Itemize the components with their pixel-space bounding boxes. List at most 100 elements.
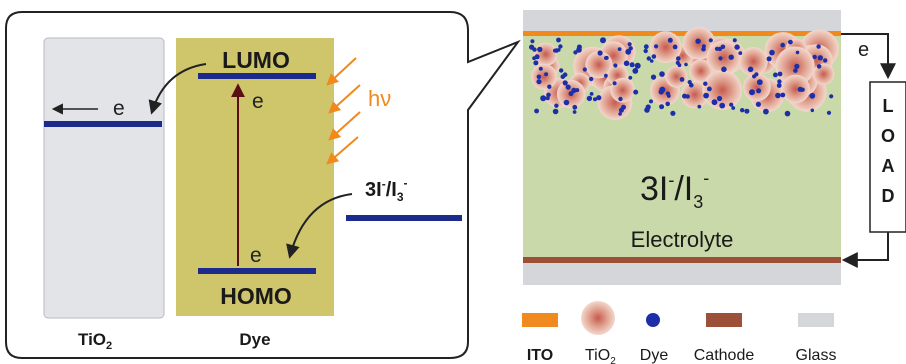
tio2-particle bbox=[743, 73, 771, 102]
dye-molecule bbox=[747, 66, 754, 73]
dye-molecule bbox=[553, 48, 557, 53]
dye-molecule bbox=[618, 112, 622, 116]
dye-molecule bbox=[600, 37, 606, 44]
dye-molecule bbox=[817, 55, 823, 61]
tio2-particle bbox=[781, 74, 810, 104]
tio2-particle bbox=[530, 63, 557, 90]
legend-tio2-swatch bbox=[581, 301, 615, 335]
dye-molecule bbox=[597, 50, 603, 56]
dye-molecule bbox=[755, 101, 762, 107]
dye-molecule bbox=[687, 80, 692, 85]
tio2-particle bbox=[689, 59, 713, 83]
dye-molecule bbox=[613, 63, 618, 68]
dye-molecule bbox=[665, 91, 671, 96]
dye-molecule bbox=[618, 96, 623, 102]
dye-molecule bbox=[810, 108, 815, 113]
light-label: hν bbox=[368, 86, 391, 111]
dye-molecule bbox=[612, 81, 617, 86]
dye-molecule bbox=[795, 50, 800, 55]
dye-molecule bbox=[617, 47, 622, 51]
dye-molecule bbox=[536, 79, 542, 85]
dye-molecule bbox=[754, 72, 759, 77]
dye-molecule bbox=[628, 46, 633, 51]
dye-molecule bbox=[559, 68, 564, 73]
dye-molecule bbox=[562, 80, 568, 86]
legend-cathode-label: Cathode bbox=[694, 347, 755, 364]
dye-molecule bbox=[756, 79, 763, 86]
dye-molecule bbox=[646, 56, 651, 61]
load-letter-l: L bbox=[883, 96, 894, 116]
electron-label-ground: e bbox=[250, 244, 262, 267]
dye-panel bbox=[176, 38, 334, 316]
dye-molecule bbox=[536, 74, 542, 80]
load-letter-d: D bbox=[882, 186, 895, 206]
dye-molecule bbox=[618, 107, 624, 113]
ito-layer bbox=[523, 31, 841, 36]
circuit-wire-bottom bbox=[841, 232, 889, 268]
dye-molecule bbox=[649, 99, 653, 104]
dye-molecule bbox=[544, 72, 549, 77]
dye-molecule bbox=[628, 75, 633, 80]
dye-molecule bbox=[658, 89, 664, 95]
dye-molecule bbox=[672, 44, 678, 50]
light-arrows bbox=[326, 57, 361, 165]
dye-molecule bbox=[632, 68, 639, 74]
dye-molecule bbox=[552, 108, 559, 115]
dye-molecule bbox=[604, 55, 609, 60]
dye-molecule bbox=[766, 56, 772, 62]
tio2-particle bbox=[702, 70, 743, 110]
dye-molecule bbox=[728, 54, 734, 60]
lumo-label: LUMO bbox=[222, 47, 290, 73]
dye-molecule bbox=[643, 44, 649, 50]
cell-redox-label: 3I-/I3- bbox=[640, 168, 709, 212]
dye-molecule bbox=[670, 110, 676, 116]
dye-molecule bbox=[740, 108, 745, 113]
dye-molecule bbox=[650, 74, 657, 80]
dye-molecule bbox=[776, 83, 782, 88]
dye-molecule bbox=[623, 60, 630, 67]
dye-molecule bbox=[701, 46, 706, 52]
dye-molecule bbox=[649, 59, 654, 63]
dye-molecule bbox=[780, 92, 786, 98]
dye-molecule bbox=[627, 42, 632, 47]
dye-molecule bbox=[633, 89, 639, 95]
dye-molecule bbox=[775, 92, 781, 99]
electron-label-tio2: e bbox=[113, 97, 125, 120]
dye-molecule bbox=[562, 72, 568, 77]
tio2-panel bbox=[43, 37, 165, 319]
dye-molecule bbox=[534, 54, 540, 60]
dye-molecule bbox=[703, 92, 709, 99]
dye-molecule bbox=[826, 110, 832, 115]
dye-molecule bbox=[707, 86, 712, 92]
energy-diagram: LUMO HOMO e e e hν 3I-/I3- TiO2 Dye bbox=[5, 11, 521, 359]
dye-molecule bbox=[794, 63, 800, 69]
dye-molecule bbox=[684, 62, 688, 67]
dye-molecule bbox=[558, 44, 563, 49]
dye-molecule bbox=[596, 95, 602, 101]
dye-molecule bbox=[537, 46, 543, 53]
dye-molecule bbox=[823, 58, 828, 63]
dye-molecule bbox=[557, 48, 561, 52]
dye-molecule bbox=[809, 92, 816, 99]
dye-molecule bbox=[763, 108, 769, 115]
dye-molecule bbox=[530, 39, 535, 44]
dye-molecule bbox=[695, 38, 701, 44]
dye-molecule bbox=[717, 46, 722, 52]
dye-molecule bbox=[773, 72, 778, 78]
dye-molecule bbox=[777, 71, 783, 77]
dye-molecule bbox=[565, 84, 571, 90]
dye-molecule bbox=[643, 48, 648, 54]
dye-molecule bbox=[545, 96, 550, 101]
dye-molecule bbox=[718, 56, 723, 61]
dye-molecule bbox=[572, 110, 577, 114]
load-letter-a: A bbox=[882, 156, 895, 176]
dye-molecule bbox=[797, 86, 803, 92]
dye-molecule bbox=[703, 81, 708, 86]
dye-molecule bbox=[529, 44, 535, 50]
dye-molecule bbox=[540, 95, 547, 102]
legend-tio2-label: TiO2 bbox=[585, 347, 616, 364]
dye-molecule bbox=[629, 62, 635, 68]
dye-molecule bbox=[538, 66, 543, 71]
dye-molecule bbox=[721, 66, 727, 73]
